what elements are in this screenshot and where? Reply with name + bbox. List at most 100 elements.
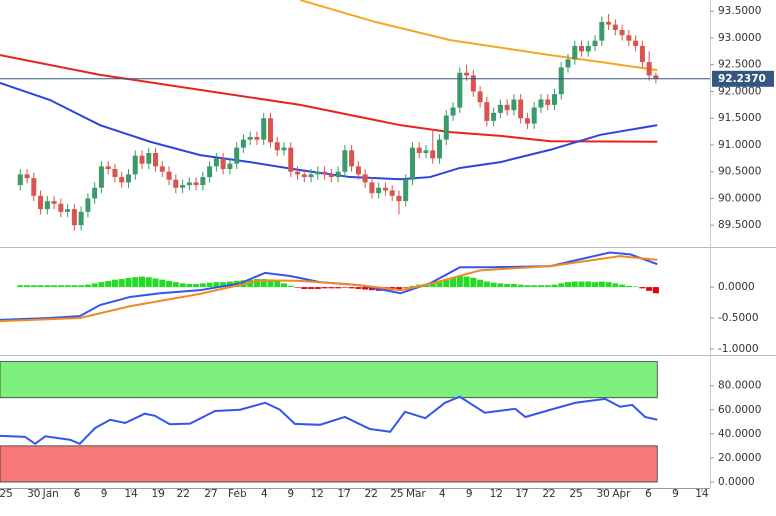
y-tick-label: 91.0000 [718, 139, 761, 151]
y-tick-label: 91.5000 [718, 112, 761, 124]
histogram-bar [186, 284, 193, 288]
histogram-bar [260, 279, 267, 288]
candle-body [234, 147, 240, 164]
histogram-bar [368, 287, 375, 291]
histogram-bar [301, 287, 308, 289]
y-tick-label: 60.0000 [718, 404, 761, 416]
histogram-bar [490, 282, 497, 288]
candle-body [639, 46, 645, 63]
histogram-bar [632, 286, 639, 288]
x-tick-label: 17 [515, 488, 528, 500]
candle-body [295, 171, 301, 175]
candle-body [524, 118, 530, 124]
x-tick-label: 12 [310, 488, 323, 500]
histogram-bar [274, 280, 281, 288]
x-tick-label: 9 [101, 488, 108, 500]
candle-body [653, 75, 659, 79]
x-tick-label: Jan [42, 488, 59, 500]
candle-body [139, 155, 145, 164]
last-price-box [712, 70, 774, 87]
candle-body [78, 211, 84, 226]
histogram-bar [470, 277, 477, 288]
histogram-bar [132, 277, 139, 288]
candle-body [200, 177, 206, 186]
histogram-bar [409, 285, 416, 288]
x-tick-label: 25 [569, 488, 582, 500]
candle-body [491, 112, 497, 121]
candle-body [416, 147, 422, 153]
x-tick-label: 9 [672, 488, 679, 500]
candle-body [301, 174, 307, 178]
x-tick-label: Mar [406, 488, 426, 500]
candle-body [71, 209, 77, 226]
histogram-bar [98, 282, 105, 288]
histogram-bar [456, 275, 463, 288]
histogram-bar [17, 285, 24, 288]
histogram-bar [30, 285, 37, 288]
candle-body [267, 118, 273, 143]
x-tick-label: 6 [74, 488, 81, 500]
x-tick-label: 25 [390, 488, 403, 500]
candle-body [92, 187, 98, 199]
histogram-bar [558, 283, 565, 288]
histogram-bar [402, 287, 409, 288]
candle-body [186, 182, 192, 186]
histogram-bar [145, 277, 152, 288]
y-tick-label: 89.5000 [718, 219, 761, 231]
histogram-bar [592, 282, 599, 288]
candle-body [125, 174, 131, 183]
candle-body [443, 115, 449, 140]
histogram-bar [598, 281, 605, 288]
y-tick-label: 0.0000 [718, 476, 755, 488]
histogram-bar [294, 287, 301, 288]
candle-body [227, 163, 233, 170]
histogram-bar [504, 284, 511, 288]
candle-body [606, 21, 612, 25]
histogram-bar [314, 287, 321, 289]
histogram-bar [37, 285, 44, 288]
candle-body [119, 177, 125, 183]
candle-body [409, 147, 415, 180]
y-tick-label: 93.5000 [718, 5, 761, 17]
candle-body [619, 29, 625, 36]
candle-body [213, 158, 219, 167]
x-tick-label: Feb [228, 488, 247, 500]
candle-body [261, 118, 267, 140]
histogram-bar [281, 283, 287, 288]
histogram-bar [537, 285, 544, 288]
moving-average-line [0, 81, 658, 181]
histogram-bar [429, 283, 436, 288]
candle-body [511, 99, 517, 111]
histogram-bar [267, 279, 274, 288]
histogram-bar [510, 284, 517, 288]
x-tick-label: 22 [542, 488, 555, 500]
x-tick-label: 22 [365, 488, 378, 500]
zone [0, 445, 658, 483]
histogram-bar [619, 284, 626, 288]
candle-body [355, 166, 361, 175]
histogram-bar [139, 276, 145, 288]
x-tick-label: 25 [0, 488, 13, 500]
x-tick-label: 14 [695, 488, 709, 500]
histogram-bar [362, 287, 369, 290]
candle-body [38, 195, 44, 210]
histogram-bar [436, 282, 443, 288]
y-tick-label: 20.0000 [718, 452, 761, 464]
candle-body [288, 147, 294, 172]
histogram-bar [125, 277, 132, 288]
candle-body [58, 203, 64, 212]
candle-body [389, 190, 395, 196]
histogram-bar [64, 285, 71, 288]
candle-body [153, 152, 159, 167]
histogram-bar [612, 283, 619, 288]
x-tick-label: 27 [204, 488, 217, 500]
candle-body [132, 155, 138, 175]
y-tick-label: 0.0000 [718, 281, 755, 293]
histogram-bar [605, 282, 612, 288]
moving-average-line [0, 54, 658, 143]
histogram-bar [328, 287, 335, 289]
y-tick-label: 40.0000 [718, 428, 761, 440]
candle-body [193, 182, 199, 186]
histogram-bar [341, 287, 348, 288]
candle-body [382, 187, 388, 191]
